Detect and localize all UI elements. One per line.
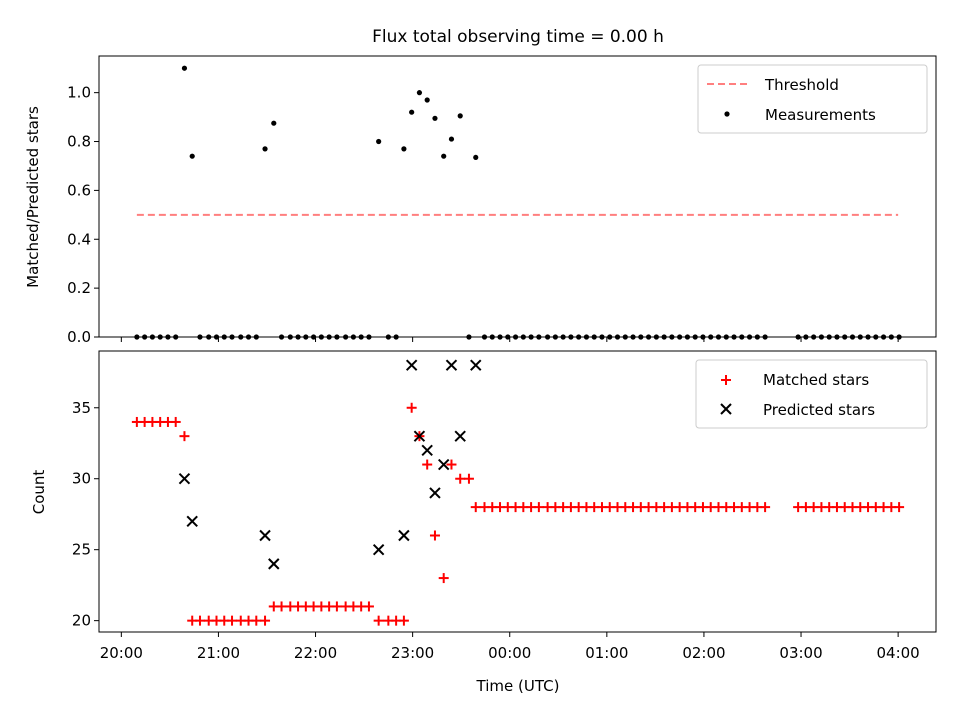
predicted-point <box>268 558 280 570</box>
ratio-plot: 0.0 0.2 0.4 0.6 0.8 1.0 Matched/Predicted sta… <box>24 55 937 346</box>
matched-point <box>455 473 466 484</box>
measurement-point <box>457 113 463 119</box>
matched-point <box>894 502 905 513</box>
count-plot-frame <box>98 350 937 633</box>
measurement-point <box>424 97 430 103</box>
ratio-y-tick-label: 0.4 <box>67 230 91 248</box>
predicted-point <box>186 515 198 528</box>
matched-point <box>406 402 417 413</box>
ratio-legend: Threshold Measurements <box>697 64 928 134</box>
measurement-point <box>432 115 438 121</box>
predicted-point <box>413 430 426 442</box>
count-y-tick-label: 30 <box>72 470 91 488</box>
matched-series <box>131 402 905 626</box>
matched-point <box>470 502 481 513</box>
predicted-point <box>429 487 441 499</box>
count-x-ticks: 20:00 21:00 22:00 23:00 00:00 01:00 02:00 03:00… <box>100 632 920 662</box>
count-x-tick-label: 01:00 <box>585 644 628 662</box>
count-y-ticks: 20 25 30 35 <box>72 399 99 630</box>
measurement-point <box>473 154 479 161</box>
predicted-point <box>470 359 482 371</box>
measurement-point <box>271 120 277 126</box>
predicted-point <box>178 473 191 485</box>
matched-point <box>194 615 205 626</box>
matched-point <box>363 601 374 612</box>
count-legend: Matched stars Predicted stars <box>695 359 928 429</box>
matched-point <box>463 473 474 484</box>
predicted-point <box>398 529 410 542</box>
measurement-point <box>262 146 268 152</box>
count-legend-box <box>695 359 928 429</box>
matched-point <box>398 615 409 626</box>
ratio-legend-box <box>697 64 928 134</box>
ratio-y-ticks: 0.0 0.2 0.4 0.6 0.8 1.0 <box>67 84 99 346</box>
ratio-plot-frame <box>98 55 937 338</box>
matched-point <box>251 615 262 626</box>
ratio-y-tick-label: 0.8 <box>67 133 91 151</box>
measurements-legend-swatch <box>724 111 730 117</box>
predicted-point <box>405 359 418 371</box>
measurement-point <box>401 146 407 152</box>
count-x-tick-label: 21:00 <box>197 644 240 662</box>
count-x-tick-label: 20:00 <box>100 644 143 662</box>
matched-point <box>373 615 384 626</box>
measurement-point <box>189 153 195 159</box>
ratio-y-label: Matched/Predicted stars <box>24 106 42 288</box>
measurement-point <box>376 138 382 145</box>
matched-point <box>331 601 342 612</box>
measurement-point <box>409 109 415 115</box>
predicted-series <box>178 359 482 570</box>
count-y-tick-label: 35 <box>72 399 91 417</box>
predicted-legend-label: Predicted stars <box>763 401 875 419</box>
count-x-tick-label: 23:00 <box>391 644 434 662</box>
count-y-label: Count <box>30 470 48 515</box>
predicted-point <box>454 430 466 442</box>
count-x-tick-label: 00:00 <box>488 644 531 662</box>
predicted-point <box>421 444 433 457</box>
matched-legend-label: Matched stars <box>763 371 869 389</box>
predicted-legend-swatch <box>720 403 732 415</box>
count-y-tick-label: 25 <box>72 541 91 559</box>
ratio-x-ticks <box>120 337 899 342</box>
predicted-point <box>437 458 450 471</box>
ratio-y-tick-label: 0.2 <box>67 279 91 297</box>
ratio-y-tick-label: 0.0 <box>67 328 91 346</box>
matched-point <box>429 530 440 541</box>
matched-point <box>179 431 190 442</box>
ratio-y-tick-label: 1.0 <box>67 84 91 102</box>
predicted-point <box>259 529 271 542</box>
count-x-tick-label: 02:00 <box>682 644 725 662</box>
ratio-y-tick-label: 0.6 <box>67 181 91 199</box>
measurement-point <box>181 65 188 71</box>
count-x-tick-label: 03:00 <box>779 644 822 662</box>
matched-point <box>446 459 457 470</box>
matched-point <box>533 502 544 513</box>
matched-point <box>438 573 449 584</box>
matched-point <box>260 615 271 626</box>
matched-point <box>760 502 771 513</box>
matched-point <box>276 601 287 612</box>
count-y-tick-label: 20 <box>72 612 91 630</box>
chart-title: Flux total observing time = 0.00 h <box>372 27 664 47</box>
predicted-point <box>372 543 385 556</box>
matched-point <box>227 615 238 626</box>
measurement-point <box>448 136 455 142</box>
predicted-point <box>445 359 458 371</box>
measurement-point <box>441 153 447 159</box>
matched-point <box>170 416 181 427</box>
count-x-tick-label: 04:00 <box>877 644 920 662</box>
measurement-point <box>416 90 423 96</box>
threshold-legend-label: Threshold <box>764 76 839 94</box>
measurements-legend-label: Measurements <box>765 106 876 124</box>
count-x-label: Time (UTC) <box>476 677 560 695</box>
matched-legend-swatch <box>721 375 731 385</box>
matched-point <box>422 459 433 470</box>
count-plot: 20 25 30 35 20:00 21:00 22:00 23:00 00:00 01:00 0… <box>30 350 937 695</box>
count-x-tick-label: 22:00 <box>294 644 337 662</box>
